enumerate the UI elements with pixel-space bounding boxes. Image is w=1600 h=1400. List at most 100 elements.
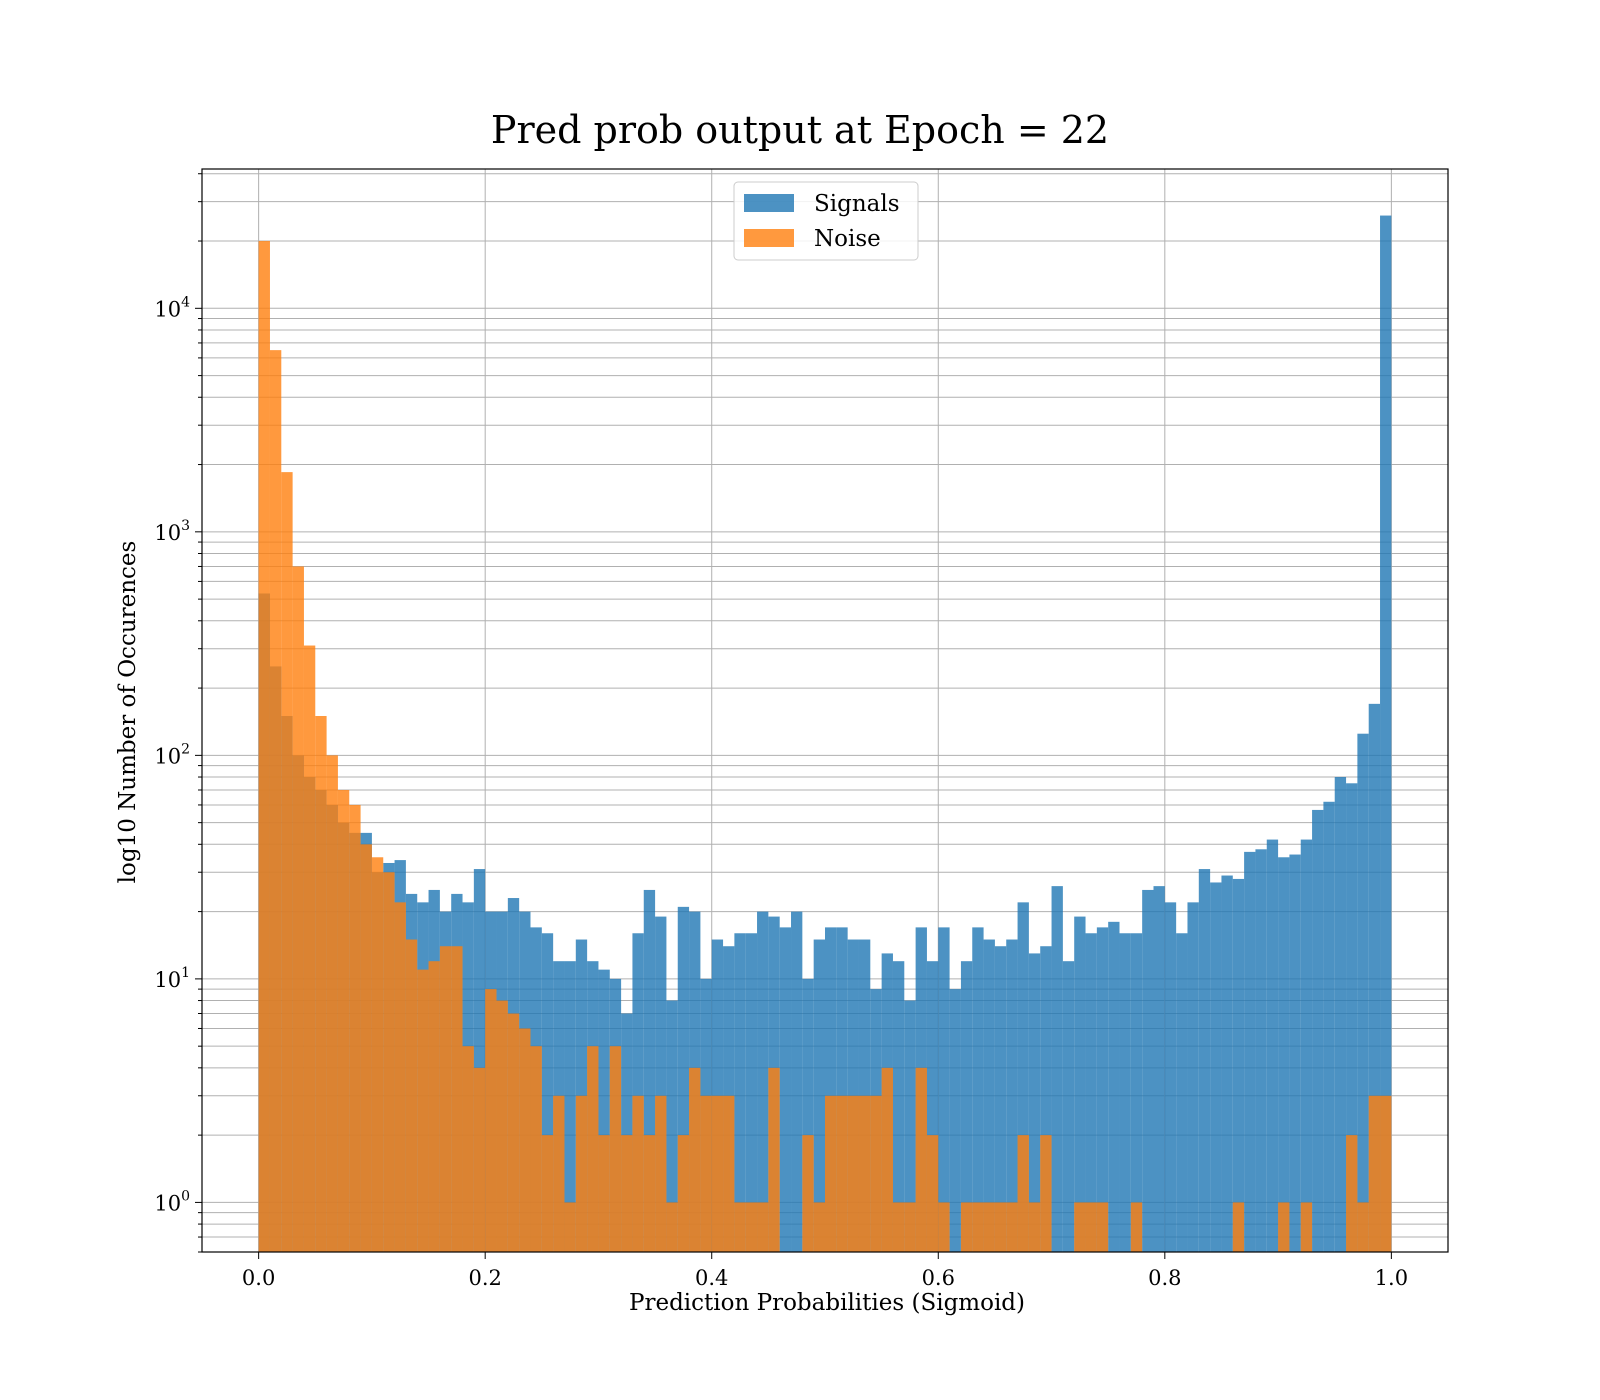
noise-bar xyxy=(281,472,293,1253)
noise-bar xyxy=(1368,1095,1381,1252)
legend-swatch-signals xyxy=(744,194,794,212)
signals-bar xyxy=(1312,809,1324,1252)
x-axis-label: Prediction Probabilities (Sigmoid) xyxy=(629,1290,1025,1316)
noise-bar xyxy=(802,1135,814,1252)
signals-bar xyxy=(1323,801,1335,1252)
noise-bar xyxy=(847,1095,859,1252)
noise-bar xyxy=(303,645,316,1252)
signals-bar xyxy=(734,933,746,1252)
noise-bar xyxy=(530,1046,542,1252)
noise-bar xyxy=(870,1095,882,1252)
noise-bar xyxy=(1130,1202,1143,1252)
noise-bar xyxy=(496,1000,508,1252)
signals-bar xyxy=(938,927,950,1252)
noise-bar xyxy=(564,1202,576,1252)
signals-bar xyxy=(1006,939,1018,1252)
axes xyxy=(201,168,1449,1253)
y-axis-label: log10 Number of Occurences xyxy=(115,541,141,884)
signals-bar xyxy=(802,978,814,1252)
signals-bar xyxy=(1074,916,1086,1252)
signals-bar xyxy=(1368,703,1381,1252)
noise-bar xyxy=(371,857,384,1252)
signals-bar xyxy=(1142,889,1154,1252)
noise-bar xyxy=(994,1202,1007,1252)
noise-bar xyxy=(417,969,429,1252)
noise-bar xyxy=(383,872,395,1252)
signals-bar xyxy=(1017,902,1029,1252)
x-tick-label: 0.6 xyxy=(922,1266,955,1290)
noise-bar xyxy=(1040,1135,1052,1252)
signals-bar xyxy=(1278,857,1290,1252)
signals-bar xyxy=(757,911,769,1252)
signals-bar xyxy=(1380,215,1392,1253)
legend: Signals Noise xyxy=(733,181,919,261)
noise-bar xyxy=(960,1202,973,1252)
noise-bar xyxy=(553,1095,565,1252)
noise-bar xyxy=(643,1135,656,1252)
noise-bar xyxy=(858,1095,871,1252)
signals-bar xyxy=(1040,946,1052,1252)
noise-bar xyxy=(711,1095,724,1252)
signals-bar xyxy=(745,933,758,1252)
noise-bar xyxy=(1028,1202,1041,1252)
signals-bar xyxy=(621,1013,633,1252)
signals-bar xyxy=(1232,878,1245,1252)
noise-bar xyxy=(315,716,327,1252)
signals-bar xyxy=(1119,933,1131,1252)
signals-bar xyxy=(1096,927,1109,1252)
signals-bar xyxy=(1289,854,1301,1252)
noise-bar xyxy=(541,1135,554,1252)
signals-bar xyxy=(1266,839,1279,1252)
signals-bar xyxy=(892,961,905,1252)
signals-bar xyxy=(836,927,848,1252)
noise-bar xyxy=(337,789,350,1252)
noise-bar xyxy=(598,1135,610,1252)
noise-bar xyxy=(1006,1202,1018,1252)
noise-bar xyxy=(723,1095,735,1252)
signals-bar xyxy=(949,989,961,1252)
noise-bar xyxy=(451,946,463,1252)
legend-label-noise: Noise xyxy=(814,226,881,252)
signals-bar xyxy=(1028,953,1041,1252)
signals-bar xyxy=(1085,933,1097,1252)
signals-bar xyxy=(1108,921,1120,1252)
signals-bar xyxy=(1198,869,1211,1252)
signals-bar xyxy=(1153,886,1165,1252)
signals-bar xyxy=(666,1000,678,1252)
noise-bar xyxy=(926,1135,939,1252)
noise-bars xyxy=(258,241,1392,1253)
noise-bar xyxy=(768,1067,780,1252)
signals-bar xyxy=(791,911,803,1252)
signals-bar xyxy=(825,927,837,1252)
noise-bar xyxy=(904,1202,916,1252)
noise-bar xyxy=(632,1095,644,1252)
noise-bar xyxy=(689,1067,701,1252)
noise-bar xyxy=(575,1095,588,1252)
plot-frame xyxy=(201,168,1449,1253)
signals-bar xyxy=(1051,886,1063,1252)
noise-bar xyxy=(349,804,361,1252)
noise-bar xyxy=(734,1202,746,1252)
y-tick-label: 102 xyxy=(154,741,190,768)
noise-bar xyxy=(292,566,304,1252)
noise-bar xyxy=(813,1202,825,1252)
noise-bar xyxy=(519,1028,531,1252)
signals-bar xyxy=(677,906,690,1252)
noise-bar xyxy=(972,1202,984,1252)
signals-bar xyxy=(632,933,644,1252)
noise-bar xyxy=(462,1046,474,1252)
signals-bar xyxy=(1210,882,1222,1252)
signals-bar xyxy=(779,927,792,1252)
noise-bar xyxy=(621,1135,633,1252)
signals-bar xyxy=(1062,961,1075,1252)
y-tick-label: 100 xyxy=(154,1188,190,1215)
signals-bar xyxy=(1176,933,1188,1252)
noise-bar xyxy=(258,241,270,1252)
signals-bar xyxy=(564,961,576,1252)
signals-bar xyxy=(1164,902,1177,1252)
signals-bar xyxy=(983,939,995,1252)
noise-bar xyxy=(915,1067,927,1252)
signals-bar xyxy=(1300,839,1313,1252)
signals-bar xyxy=(541,933,554,1252)
